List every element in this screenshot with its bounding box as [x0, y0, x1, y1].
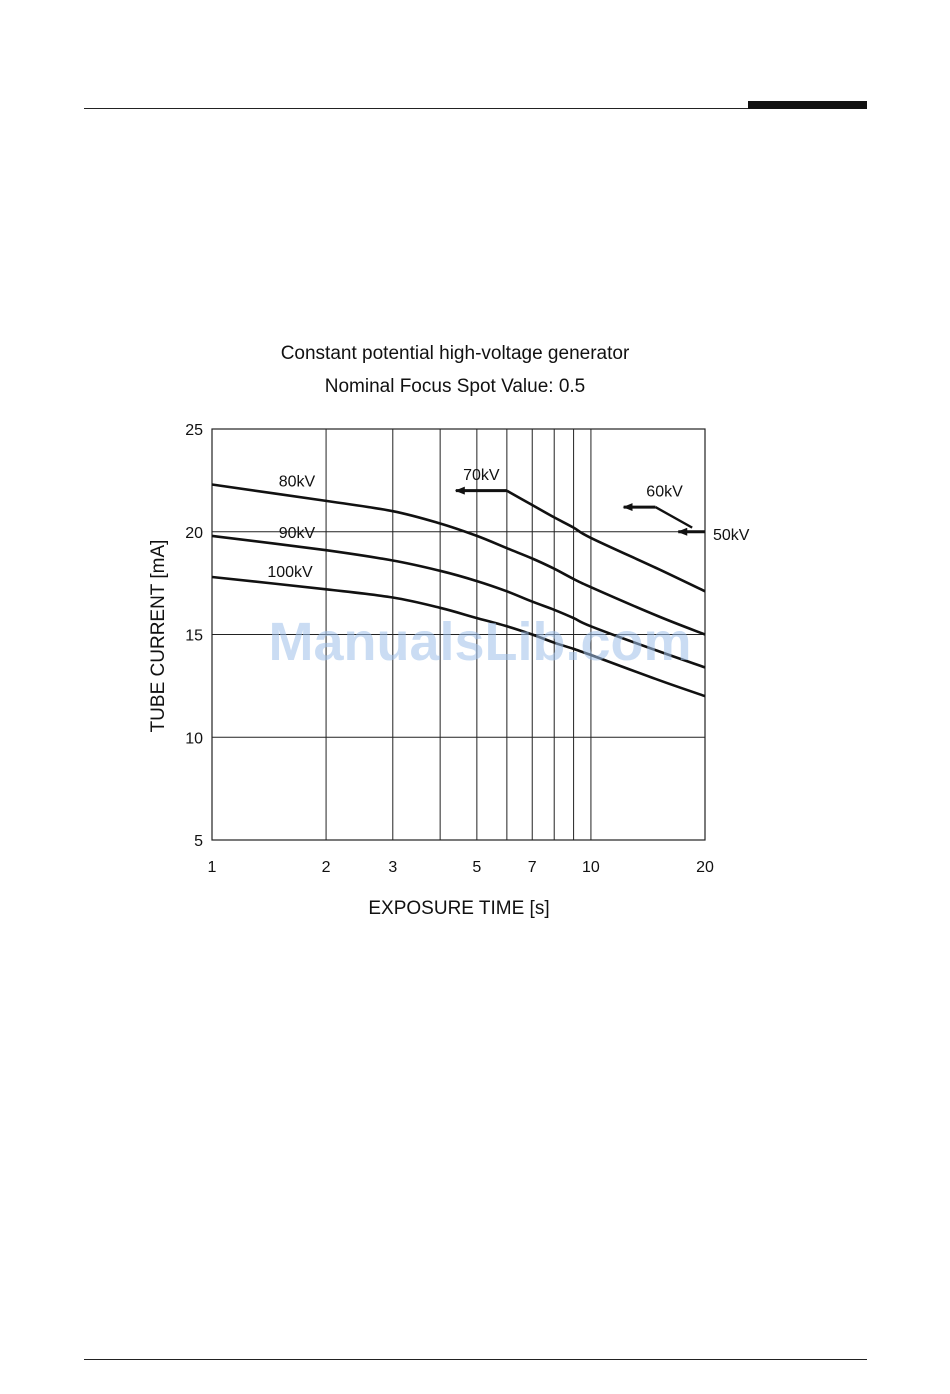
grid [211, 428, 706, 841]
x-tick-label: 1 [208, 859, 217, 876]
series-lines [211, 483, 706, 698]
x-tick-label: 10 [582, 859, 600, 876]
x-tick-label: 3 [388, 859, 397, 876]
label-90kv: 90kV [279, 525, 316, 542]
watermark: ManualsLib.com [268, 612, 692, 672]
series-line-100kv [211, 575, 706, 698]
chart-title: Constant potential high-voltage generato… [280, 343, 630, 364]
label-70kv: 70kV [463, 467, 500, 484]
y-tick-label: 15 [185, 628, 203, 645]
arrow-60kv-connector [654, 506, 693, 529]
series-line-90kv [211, 534, 706, 669]
x-tick-label: 20 [696, 859, 714, 876]
header-tab-bar [748, 101, 867, 109]
label-80kv: 80kV [279, 473, 316, 490]
chart-subtitle: Nominal Focus Spot Value: 0.5 [324, 376, 586, 397]
y-tick-label: 5 [194, 833, 203, 850]
x-tick-label: 2 [322, 859, 331, 876]
header-rule [84, 108, 867, 109]
y-tick-label: 10 [185, 730, 203, 747]
label-100kv: 100kV [267, 564, 313, 581]
y-tick-labels: 5 10 15 20 25 [185, 422, 203, 850]
y-tick-label: 20 [185, 525, 203, 542]
label-50kv: 50kV [713, 527, 750, 544]
footer-rule [84, 1359, 867, 1360]
y-axis-label: TUBE CURRENT [mA] [148, 540, 169, 733]
annotations: 80kV 90kV 100kV 70kV 60kV 50kV [267, 467, 749, 581]
x-axis-label: EXPOSURE TIME [s] [368, 898, 549, 919]
y-tick-label: 25 [185, 422, 203, 439]
series-line-80kv [211, 483, 706, 636]
x-tick-label: 7 [528, 859, 537, 876]
series-line-70kv [506, 489, 706, 593]
x-tick-label: 5 [472, 859, 481, 876]
x-tick-labels: 1 2 3 5 7 10 20 [208, 859, 714, 876]
label-60kv: 60kV [646, 484, 683, 501]
